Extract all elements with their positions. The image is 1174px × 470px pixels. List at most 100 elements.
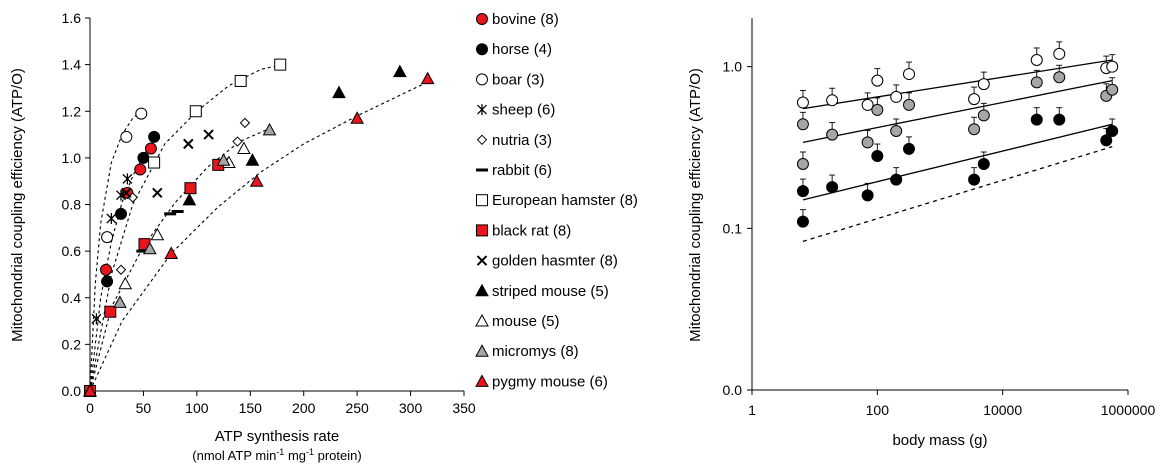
legend-marker	[475, 374, 489, 387]
left-x-tick-label: 100	[185, 400, 209, 416]
right-data-point	[890, 90, 903, 103]
legend-marker	[475, 344, 489, 357]
legend-label: sheep (6)	[492, 102, 555, 119]
left-data-point	[184, 182, 197, 195]
right-data-point	[1053, 113, 1066, 126]
left-y-tick-label: 0.0	[62, 383, 82, 399]
left-data-point	[134, 163, 147, 176]
left-y-tick-label: 0.8	[62, 197, 82, 213]
left-y-tick-label: 0.2	[62, 336, 82, 352]
right-data-point	[1030, 53, 1043, 66]
left-y-axis-label: Mitochondrial coupling efficiency (ATP/O…	[9, 68, 26, 342]
right-data-point	[861, 98, 874, 111]
right-data-point	[890, 125, 903, 138]
legend-marker	[475, 283, 489, 297]
legend-label: mouse (5)	[492, 313, 560, 330]
legend-marker	[476, 13, 488, 25]
right-y-tick-label: 0.1	[723, 220, 743, 236]
right-data-point	[871, 150, 884, 163]
right-x-axis-label: body mass (g)	[892, 432, 987, 449]
legend-label: striped mouse (5)	[492, 283, 609, 300]
right-data-point	[871, 103, 884, 116]
right-data-point	[1053, 47, 1066, 60]
legend-label: nutria (3)	[492, 132, 552, 149]
left-data-point	[393, 64, 407, 78]
right-data-point	[1106, 60, 1119, 73]
left-y-tick-label: 1.2	[62, 103, 82, 119]
left-data-point	[350, 111, 364, 124]
left-data-point	[239, 117, 251, 129]
legend-label: rabbit (6)	[492, 162, 552, 179]
left-x-tick-label: 300	[399, 400, 423, 416]
left-data-point	[121, 187, 132, 199]
left-data-point	[152, 187, 163, 199]
right-data-point	[796, 96, 809, 109]
right-x-tick-label: 10000	[983, 402, 1022, 418]
right-data-point	[977, 157, 990, 170]
left-data-point	[113, 295, 127, 308]
right-fit-line	[802, 59, 1113, 110]
left-data-point	[164, 246, 179, 259]
right-data-point	[796, 118, 809, 131]
legend-marker	[477, 104, 487, 116]
right-data-point	[977, 109, 990, 122]
right-data-point	[1030, 76, 1043, 89]
right-data-point	[826, 181, 839, 194]
left-fit-curve	[89, 80, 431, 392]
left-data-point	[91, 313, 102, 325]
legend-marker	[476, 255, 488, 266]
left-data-point	[148, 130, 161, 143]
left-data-point	[118, 276, 133, 290]
left-x-tick-label: 150	[239, 400, 263, 416]
right-data-point	[902, 142, 915, 155]
left-data-point	[249, 174, 264, 187]
left-data-point	[232, 136, 243, 147]
right-data-point	[968, 173, 981, 186]
legend-marker	[476, 194, 488, 207]
left-data-point	[216, 153, 231, 166]
legend-label: bovine (8)	[492, 11, 559, 28]
right-data-point	[1106, 83, 1119, 96]
left-data-point	[106, 212, 117, 224]
right-data-point	[796, 157, 809, 170]
legend-label: pygmy mouse (6)	[492, 373, 608, 390]
right-data-point	[977, 78, 990, 91]
right-y-tick-label: 1.0	[723, 59, 743, 75]
right-data-point	[968, 123, 981, 136]
left-data-point	[144, 142, 157, 155]
left-data-point	[237, 141, 251, 155]
legend-marker	[476, 134, 488, 146]
legend-marker	[476, 43, 488, 56]
right-fit-line	[802, 146, 1113, 243]
left-x-tick-label: 50	[136, 400, 152, 416]
left-data-point	[148, 156, 161, 169]
legend-marker	[476, 224, 488, 237]
left-data-point	[274, 58, 287, 71]
left-x-axis-label: ATP synthesis rate	[215, 428, 340, 445]
left-data-point	[101, 231, 114, 244]
left-x-tick-label: 350	[452, 400, 476, 416]
right-data-point	[890, 173, 903, 186]
legend-label: golden hasmter (8)	[492, 253, 618, 270]
left-data-point	[234, 74, 247, 87]
left-data-point	[101, 275, 114, 288]
legend-label: boar (3)	[492, 71, 545, 88]
left-data-point	[245, 153, 260, 166]
left-data-point	[100, 263, 113, 276]
left-data-point	[262, 122, 277, 136]
left-fit-curve	[89, 129, 267, 392]
right-fit-line	[802, 123, 1113, 201]
right-data-point	[796, 215, 809, 228]
left-data-point	[332, 85, 346, 99]
right-data-point	[871, 74, 884, 87]
left-data-point	[420, 71, 435, 85]
right-data-point	[826, 94, 839, 107]
legend-label: black rat (8)	[492, 222, 571, 239]
right-data-point	[796, 185, 809, 198]
right-x-tick-label: 1000000	[1101, 402, 1156, 418]
left-data-point	[137, 151, 150, 164]
left-chart: 0 50 100 150 200 250 300 350 0.0 0.2 0.4 0.6 0.8 1.0 1…	[9, 10, 476, 463]
right-data-point	[826, 128, 839, 141]
left-data-point	[104, 305, 117, 318]
